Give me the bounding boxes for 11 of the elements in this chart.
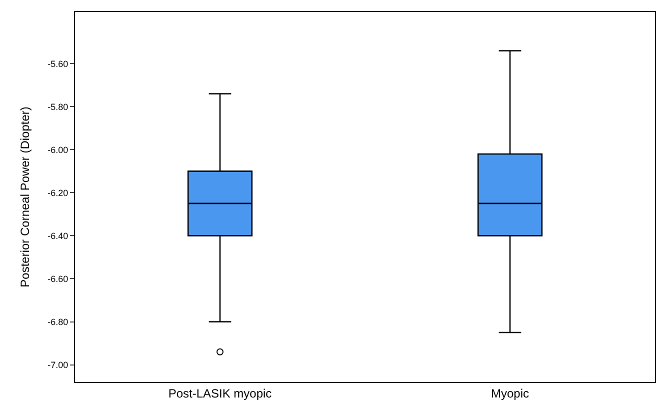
y-tick-label: -6.40 [48, 230, 68, 241]
y-tick-label: -6.20 [48, 188, 68, 198]
y-tick-label: -6.60 [48, 274, 68, 284]
y-tick-label: -6.80 [48, 316, 68, 327]
y-tick-label: -5.60 [48, 58, 68, 69]
y-tick-label: -5.80 [48, 102, 68, 112]
x-tick-label: Myopic [490, 386, 530, 400]
y-tick-label: -7.00 [48, 360, 68, 370]
x-tick-label: Post-LASIK myopic [168, 386, 272, 400]
y-tick-label: -6.00 [48, 144, 68, 155]
y-axis-title: Posterior Corneal Power (Diopter) [18, 106, 32, 288]
